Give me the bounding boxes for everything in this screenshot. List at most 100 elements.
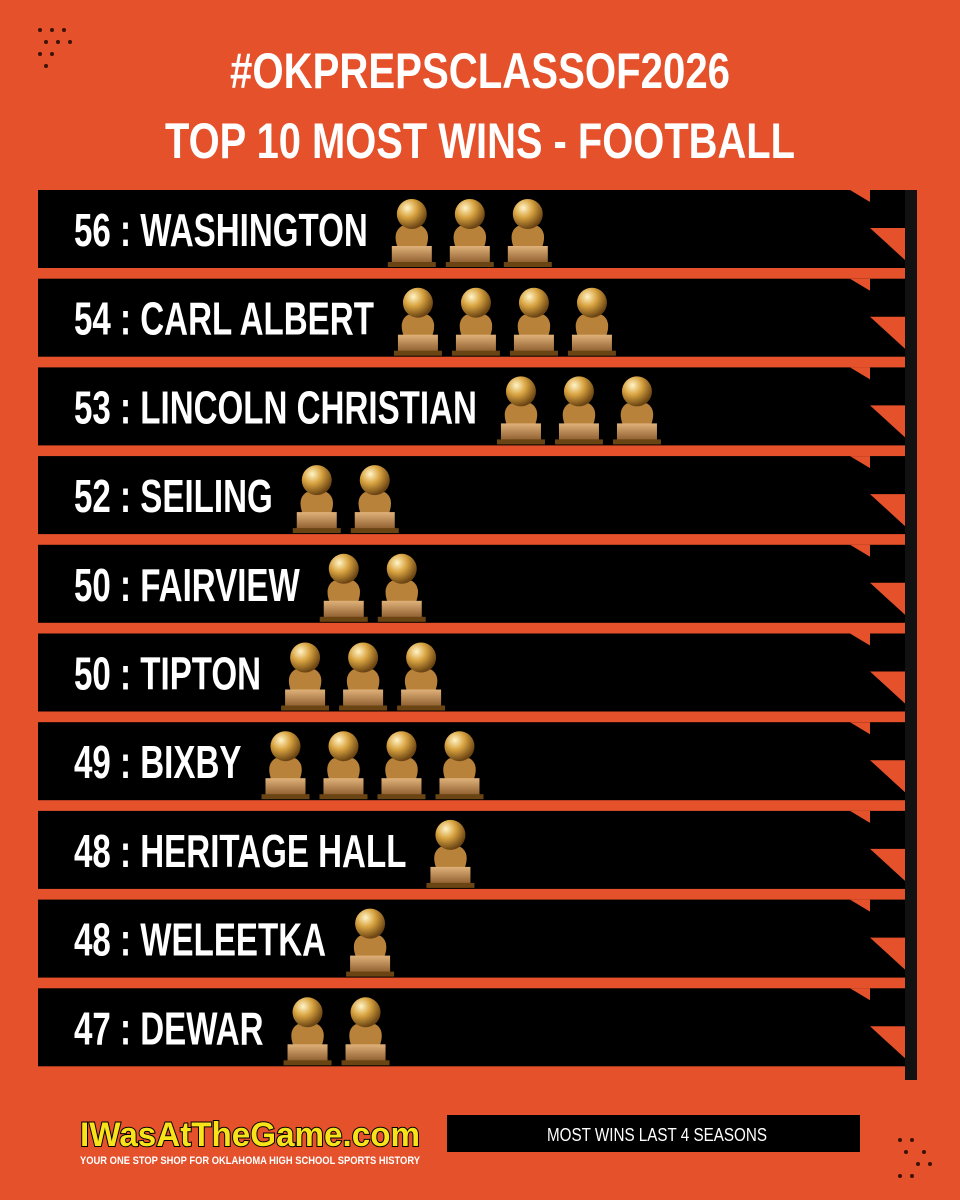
row: 54 : CARL ALBERT <box>38 278 935 357</box>
trophy-ball <box>270 731 301 762</box>
row: 48 : HERITAGE HALL <box>38 810 935 889</box>
trophy-base <box>430 866 471 885</box>
trophy-ball <box>290 642 321 673</box>
trophy <box>283 997 332 1066</box>
trophy <box>612 376 661 445</box>
trophy <box>261 731 310 800</box>
trophy-foot <box>503 262 552 267</box>
trophy-foot <box>426 882 475 888</box>
trophy-flames <box>349 1024 382 1047</box>
trophy-ball <box>328 553 359 584</box>
trophy-flames <box>327 758 360 781</box>
tagline: YOUR ONE STOP SHOP FOR OKLAHOMA HIGH SCH… <box>80 1155 421 1167</box>
trophy <box>445 199 494 267</box>
trophy-base <box>449 246 490 264</box>
row-bar <box>38 810 905 889</box>
trophy-foot <box>346 971 395 977</box>
trophy <box>451 287 500 356</box>
row-triangle <box>870 760 905 793</box>
trophy-foot <box>261 794 310 800</box>
logo: IWasAtTheGame.com <box>80 1116 420 1154</box>
trophy-base <box>558 423 599 442</box>
trophy-foot <box>292 528 341 534</box>
trophy-ball <box>386 553 417 584</box>
rows: 56 : WASHINGTON 54 : CARL ALBERT 53 : LINC… <box>38 190 935 1067</box>
trophy-base <box>265 778 306 797</box>
row-triangle <box>850 456 870 469</box>
trophy-flames <box>504 403 538 426</box>
side-strip <box>905 190 917 1080</box>
row-bar <box>38 899 905 978</box>
trophy-ball <box>292 997 323 1028</box>
trophy-ball <box>402 287 433 318</box>
row: 50 : FAIRVIEW <box>38 544 935 623</box>
row-triangle <box>850 722 870 735</box>
trophy-foot <box>387 262 436 267</box>
trophy-flames <box>434 846 467 869</box>
trophy-ball <box>350 997 381 1028</box>
trophy-base <box>391 246 432 264</box>
trophy-flames <box>459 314 493 337</box>
row-label: 49 : BIXBY <box>74 738 242 788</box>
row-triangle <box>870 937 905 970</box>
trophy <box>567 287 616 356</box>
trophy-ball <box>576 287 607 318</box>
trophy-ball <box>460 287 491 318</box>
trophy <box>509 287 558 356</box>
trophy-flames <box>346 669 380 692</box>
trophy-foot <box>496 439 545 445</box>
trophy-base <box>401 689 442 708</box>
trophy-flames <box>511 226 545 248</box>
trophy-foot <box>612 439 661 445</box>
row-triangle <box>850 810 870 823</box>
row-triangle <box>870 848 905 881</box>
trophy-foot <box>341 1060 390 1066</box>
row-bar <box>38 367 905 446</box>
row-triangle <box>850 544 870 557</box>
row-triangle <box>870 316 905 349</box>
trophy <box>426 819 475 888</box>
row: 48 : WELEETKA <box>38 899 935 978</box>
trophy-flames <box>562 403 596 426</box>
row-triangle <box>850 988 870 1001</box>
trophy-base <box>345 1044 386 1063</box>
trophy-base <box>354 512 395 531</box>
trophy-ball <box>505 376 536 407</box>
row-triangle <box>870 582 905 615</box>
trophy-ball <box>621 376 652 407</box>
trophy-ball <box>348 642 379 673</box>
trophy-ball <box>396 199 427 229</box>
trophy-ball <box>328 731 359 762</box>
trophy <box>377 553 426 622</box>
trophy-base <box>287 1044 328 1063</box>
trophy-flames <box>288 669 322 692</box>
trophy-base <box>439 778 480 797</box>
trophy-base <box>616 423 657 442</box>
trophy-ball <box>355 908 386 939</box>
trophy-base <box>381 600 422 619</box>
trophy-base <box>507 246 548 264</box>
row-triangle <box>850 633 870 646</box>
trophy-flames <box>327 580 361 603</box>
trophy-ball <box>512 199 543 229</box>
row-triangle <box>850 278 870 291</box>
trophy-flames <box>620 403 654 426</box>
trophy-base <box>381 778 422 797</box>
trophy-flames <box>517 314 551 337</box>
trophy-base <box>343 689 384 708</box>
row-bar <box>38 633 905 712</box>
trophy <box>397 642 446 711</box>
trophy-flames <box>385 758 418 781</box>
trophy <box>496 376 545 445</box>
row-label: 47 : DEWAR <box>74 1004 264 1054</box>
trophy-flames <box>385 580 419 603</box>
dots-decoration <box>38 28 932 1178</box>
trophy-base <box>285 689 326 708</box>
trophy-flames <box>358 492 392 515</box>
row: 49 : BIXBY <box>38 722 935 801</box>
row-label: 53 : LINCOLN CHRISTIAN <box>74 383 477 433</box>
trophy-flames <box>404 669 438 692</box>
row: 52 : SEILING <box>38 456 935 535</box>
trophy-foot <box>319 794 368 800</box>
row: 53 : LINCOLN CHRISTIAN <box>38 367 935 446</box>
